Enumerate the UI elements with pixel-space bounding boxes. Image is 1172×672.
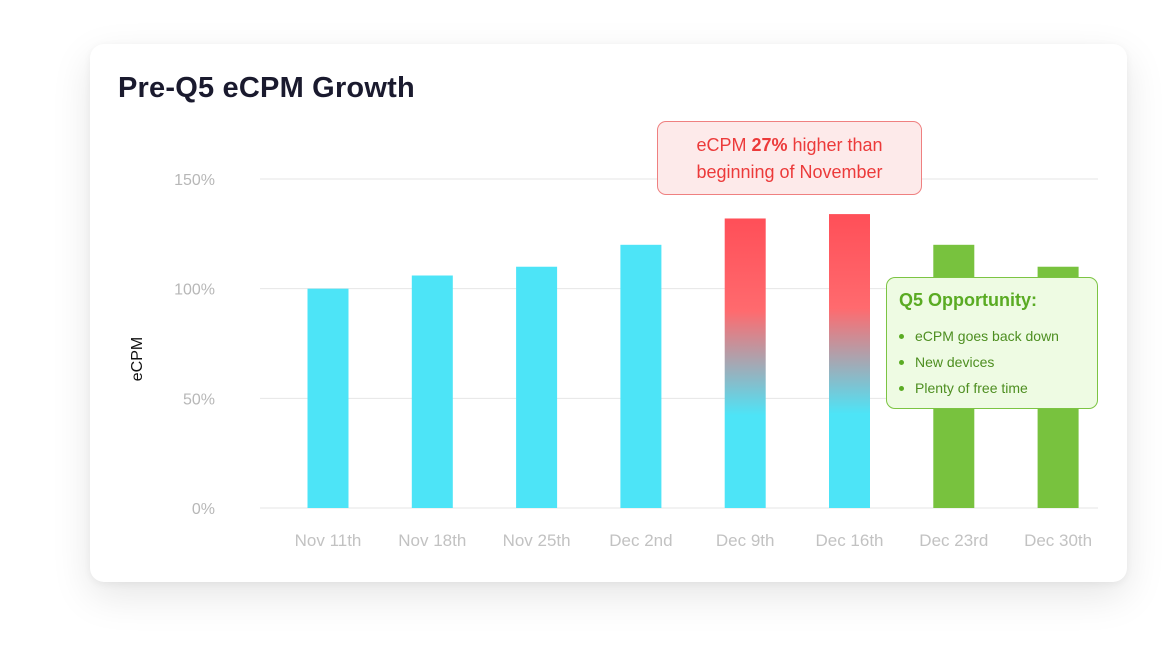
y-axis-ticks: 0% 50% 100% 150% xyxy=(174,172,215,518)
bar-dec-9th xyxy=(724,218,766,509)
chart-card: Pre-Q5 eCPM Growth 0% 50% 100% 150% Nov 11t… xyxy=(90,44,1127,582)
x-tick-label: Dec 9th xyxy=(716,531,775,550)
bullet-icon xyxy=(899,333,904,339)
y-axis-label: eCPM xyxy=(129,337,146,381)
bar-nov-11th xyxy=(307,288,349,508)
bullet-icon xyxy=(899,385,904,391)
y-tick-label: 50% xyxy=(183,391,215,408)
bar-chart: 0% 50% 100% 150% Nov 11th Nov 18th Nov 25th De… xyxy=(129,172,1098,550)
x-tick-label: Dec 2nd xyxy=(609,531,672,550)
list-item: Plenty of free time xyxy=(899,375,1085,401)
bullet-icon xyxy=(899,359,904,365)
chart-title: Pre-Q5 eCPM Growth xyxy=(118,72,415,104)
x-tick-label: Dec 30th xyxy=(1024,531,1092,550)
growth-callout: eCPM 27% higher than beginning of Novemb… xyxy=(657,121,922,195)
x-tick-label: Dec 23rd xyxy=(919,531,988,550)
x-tick-label: Nov 25th xyxy=(503,531,571,550)
q5-opportunity-list: eCPM goes back down New devices Plenty o… xyxy=(899,323,1085,401)
q5-opportunity-callout: Q5 Opportunity: eCPM goes back down New … xyxy=(886,277,1098,409)
growth-callout-line2: beginning of November xyxy=(696,162,883,182)
y-tick-label: 100% xyxy=(174,282,215,299)
list-item: eCPM goes back down xyxy=(899,323,1085,349)
x-tick-label: Dec 16th xyxy=(815,531,883,550)
growth-callout-line1: eCPM 27% higher than xyxy=(696,135,883,155)
x-tick-label: Nov 11th xyxy=(295,531,362,550)
growth-percentage: 27% xyxy=(751,135,788,155)
bar-dec-2nd xyxy=(620,244,662,509)
q5-opportunity-title: Q5 Opportunity: xyxy=(899,290,1037,310)
x-tick-label: Nov 18th xyxy=(398,531,466,550)
bar-nov-18th xyxy=(411,275,453,508)
bar-nov-25th xyxy=(516,266,558,508)
x-axis-ticks: Nov 11th Nov 18th Nov 25th Dec 2nd Dec 9th De… xyxy=(295,531,1093,550)
y-tick-label: 150% xyxy=(174,172,215,189)
bars xyxy=(307,214,1079,509)
list-item: New devices xyxy=(899,349,1085,375)
bar-dec-16th xyxy=(829,214,870,509)
y-tick-label: 0% xyxy=(192,501,215,518)
